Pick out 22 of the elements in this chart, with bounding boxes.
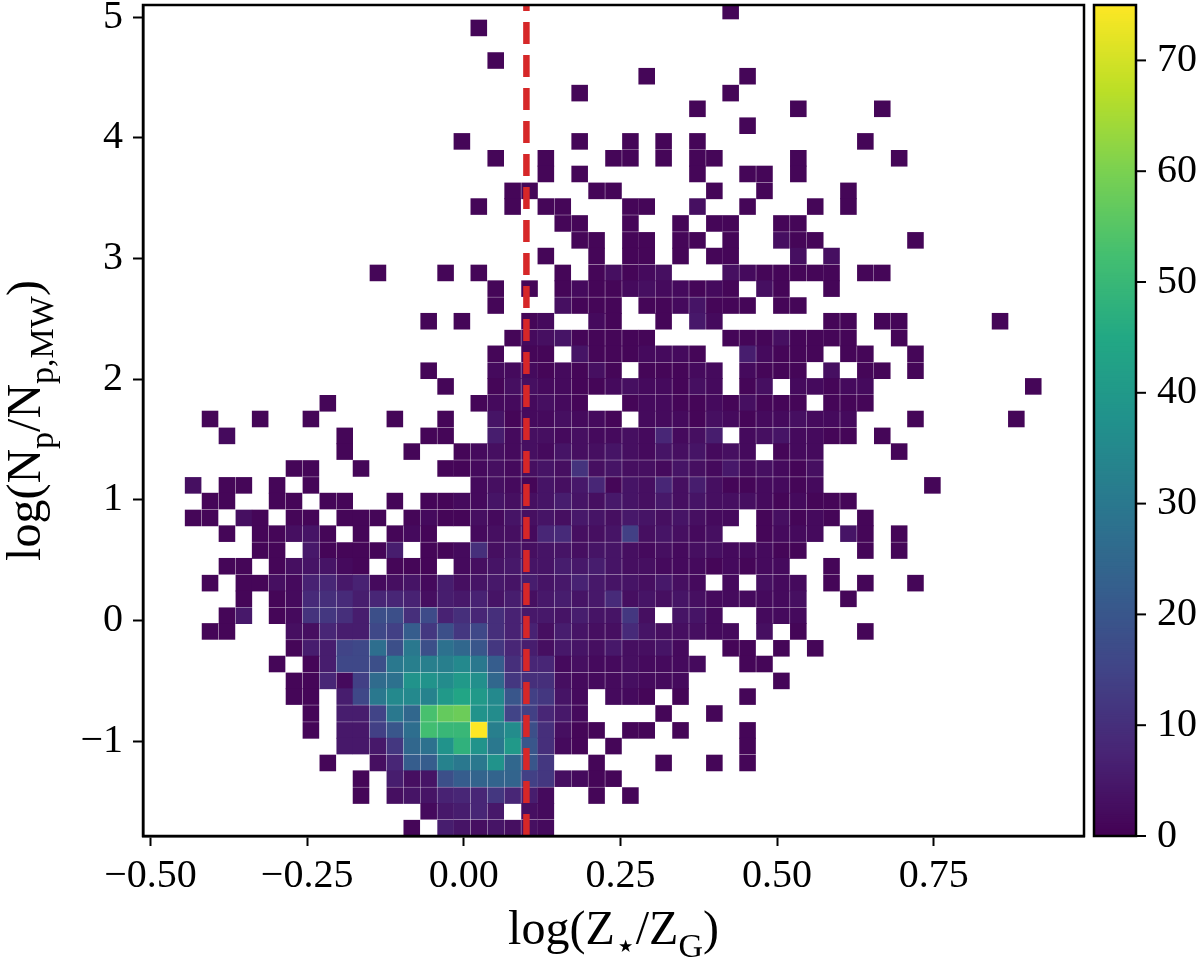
- y-tick-label: 0: [103, 595, 123, 641]
- color-bar-label: 0: [1157, 810, 1177, 856]
- y-tick-label: −1: [80, 715, 123, 761]
- color-bar-label: 70: [1157, 34, 1197, 80]
- y-axis-title: log(Np/Np,MW): [0, 280, 61, 561]
- x-tick-label: 0.50: [742, 850, 813, 896]
- color-bar-label: 30: [1157, 478, 1197, 524]
- x-tick-label: 0.00: [428, 850, 499, 896]
- x-tick-label: −0.25: [260, 850, 354, 896]
- color-bar-label: 40: [1157, 367, 1197, 413]
- color-bar-label: 20: [1157, 588, 1197, 634]
- color-bar-label: 10: [1157, 699, 1197, 745]
- y-tick-label: 4: [103, 112, 123, 158]
- y-tick-label: 1: [103, 474, 123, 520]
- y-tick-label: 2: [103, 353, 123, 399]
- color-bar-label: 60: [1157, 145, 1197, 191]
- x-tick-label: −0.50: [104, 850, 197, 896]
- color-bar-label: 50: [1157, 256, 1197, 302]
- x-tick-label: 0.25: [585, 850, 656, 896]
- y-tick-label: 5: [103, 0, 123, 37]
- y-tick-label: 3: [103, 232, 123, 278]
- x-tick-label: 0.75: [898, 850, 969, 896]
